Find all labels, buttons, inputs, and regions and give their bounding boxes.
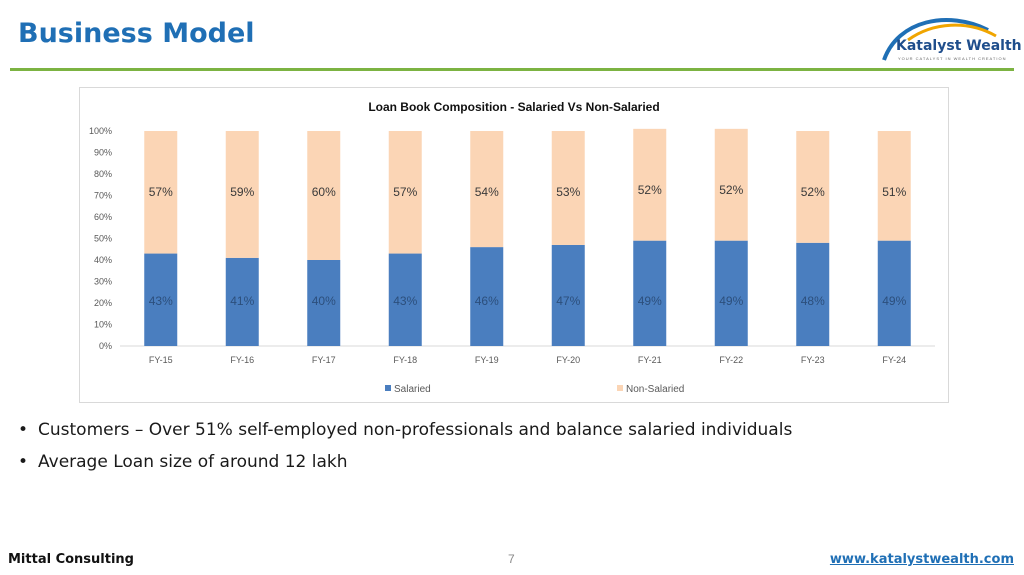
y-tick-label: 50% — [94, 234, 112, 244]
data-label-non-salaried: 52% — [638, 183, 662, 197]
legend-label: Non-Salaried — [626, 384, 684, 395]
data-label-salaried: 48% — [801, 294, 825, 308]
bar-non-salaried — [551, 131, 585, 245]
x-tick-label: FY-15 — [149, 355, 173, 365]
bar-non-salaried — [796, 131, 830, 243]
bar-salaried — [877, 240, 911, 346]
y-tick-label: 10% — [94, 320, 112, 330]
data-label-non-salaried: 57% — [393, 185, 417, 199]
x-tick-label: FY-19 — [475, 355, 499, 365]
data-label-non-salaried: 52% — [719, 183, 743, 197]
data-label-salaried: 40% — [312, 294, 336, 308]
bullet-dot-icon: • — [18, 452, 29, 472]
data-label-salaried: 46% — [475, 294, 499, 308]
x-tick-label: FY-17 — [312, 355, 336, 365]
y-tick-label: 0% — [99, 341, 112, 351]
page-title: Business Model — [18, 18, 255, 49]
data-label-non-salaried: 54% — [475, 185, 499, 199]
bar-non-salaried — [225, 131, 259, 258]
legend-swatch — [617, 385, 623, 391]
bar-salaried — [470, 247, 504, 346]
data-label-salaried: 41% — [230, 294, 254, 308]
data-label-non-salaried: 52% — [801, 185, 825, 199]
data-label-salaried: 49% — [882, 294, 906, 308]
header-divider — [10, 68, 1014, 71]
bar-salaried — [388, 253, 422, 346]
data-label-salaried: 49% — [719, 294, 743, 308]
x-tick-label: FY-24 — [882, 355, 906, 365]
bar-salaried — [796, 242, 830, 346]
bullet-text: Average Loan size of around 12 lakh — [38, 452, 348, 472]
x-tick-label: FY-20 — [556, 355, 580, 365]
data-label-non-salaried: 57% — [149, 185, 173, 199]
page-number: 7 — [508, 552, 515, 566]
chart-container: Loan Book Composition - Salaried Vs Non-… — [79, 87, 949, 403]
bar-salaried — [551, 244, 585, 346]
y-tick-label: 20% — [94, 298, 112, 308]
data-label-non-salaried: 51% — [882, 185, 906, 199]
y-tick-label: 70% — [94, 191, 112, 201]
bar-salaried — [144, 253, 178, 346]
data-label-non-salaried: 60% — [312, 185, 336, 199]
data-label-salaried: 47% — [556, 294, 580, 308]
legend-swatch — [385, 385, 391, 391]
x-tick-label: FY-21 — [638, 355, 662, 365]
bar-non-salaried — [144, 131, 178, 254]
bullet-text: Customers – Over 51% self-employed non-p… — [38, 420, 793, 440]
y-tick-label: 100% — [89, 126, 112, 136]
x-tick-label: FY-18 — [393, 355, 417, 365]
y-tick-label: 80% — [94, 169, 112, 179]
bar-non-salaried — [714, 128, 748, 241]
data-label-salaried: 49% — [638, 294, 662, 308]
footer-company: Mittal Consulting — [8, 552, 134, 567]
bar-salaried — [633, 240, 667, 346]
logo-name: Katalyst Wealth — [896, 38, 1022, 54]
data-label-salaried: 43% — [393, 294, 417, 308]
chart-title: Loan Book Composition - Salaried Vs Non-… — [368, 100, 659, 114]
company-logo: Katalyst Wealth YOUR CATALYST IN WEALTH … — [878, 10, 1022, 66]
bar-salaried — [307, 260, 341, 346]
bar-salaried — [225, 257, 259, 346]
data-label-non-salaried: 53% — [556, 185, 580, 199]
y-tick-label: 90% — [94, 148, 112, 158]
bar-non-salaried — [388, 131, 422, 254]
bullet-item: • Average Loan size of around 12 lakh — [18, 452, 792, 472]
y-tick-label: 30% — [94, 277, 112, 287]
bullet-dot-icon: • — [18, 420, 29, 440]
bar-non-salaried — [307, 131, 341, 260]
bar-non-salaried — [633, 128, 667, 241]
bar-salaried — [714, 240, 748, 346]
y-tick-label: 60% — [94, 212, 112, 222]
bar-non-salaried — [470, 131, 504, 248]
bar-non-salaried — [877, 131, 911, 241]
data-label-non-salaried: 59% — [230, 185, 254, 199]
bullet-list: • Customers – Over 51% self-employed non-… — [18, 420, 792, 484]
x-tick-label: FY-16 — [230, 355, 254, 365]
website-link[interactable]: www.katalystwealth.com — [829, 552, 1014, 567]
data-label-salaried: 43% — [149, 294, 173, 308]
x-tick-label: FY-22 — [719, 355, 743, 365]
bullet-item: • Customers – Over 51% self-employed non-… — [18, 420, 792, 440]
y-tick-label: 40% — [94, 255, 112, 265]
legend-label: Salaried — [394, 384, 431, 395]
logo-tagline: YOUR CATALYST IN WEALTH CREATION — [898, 56, 1007, 61]
logo-arc-icon — [882, 18, 997, 61]
x-tick-label: FY-23 — [801, 355, 825, 365]
loan-book-chart: Loan Book Composition - Salaried Vs Non-… — [89, 100, 935, 395]
